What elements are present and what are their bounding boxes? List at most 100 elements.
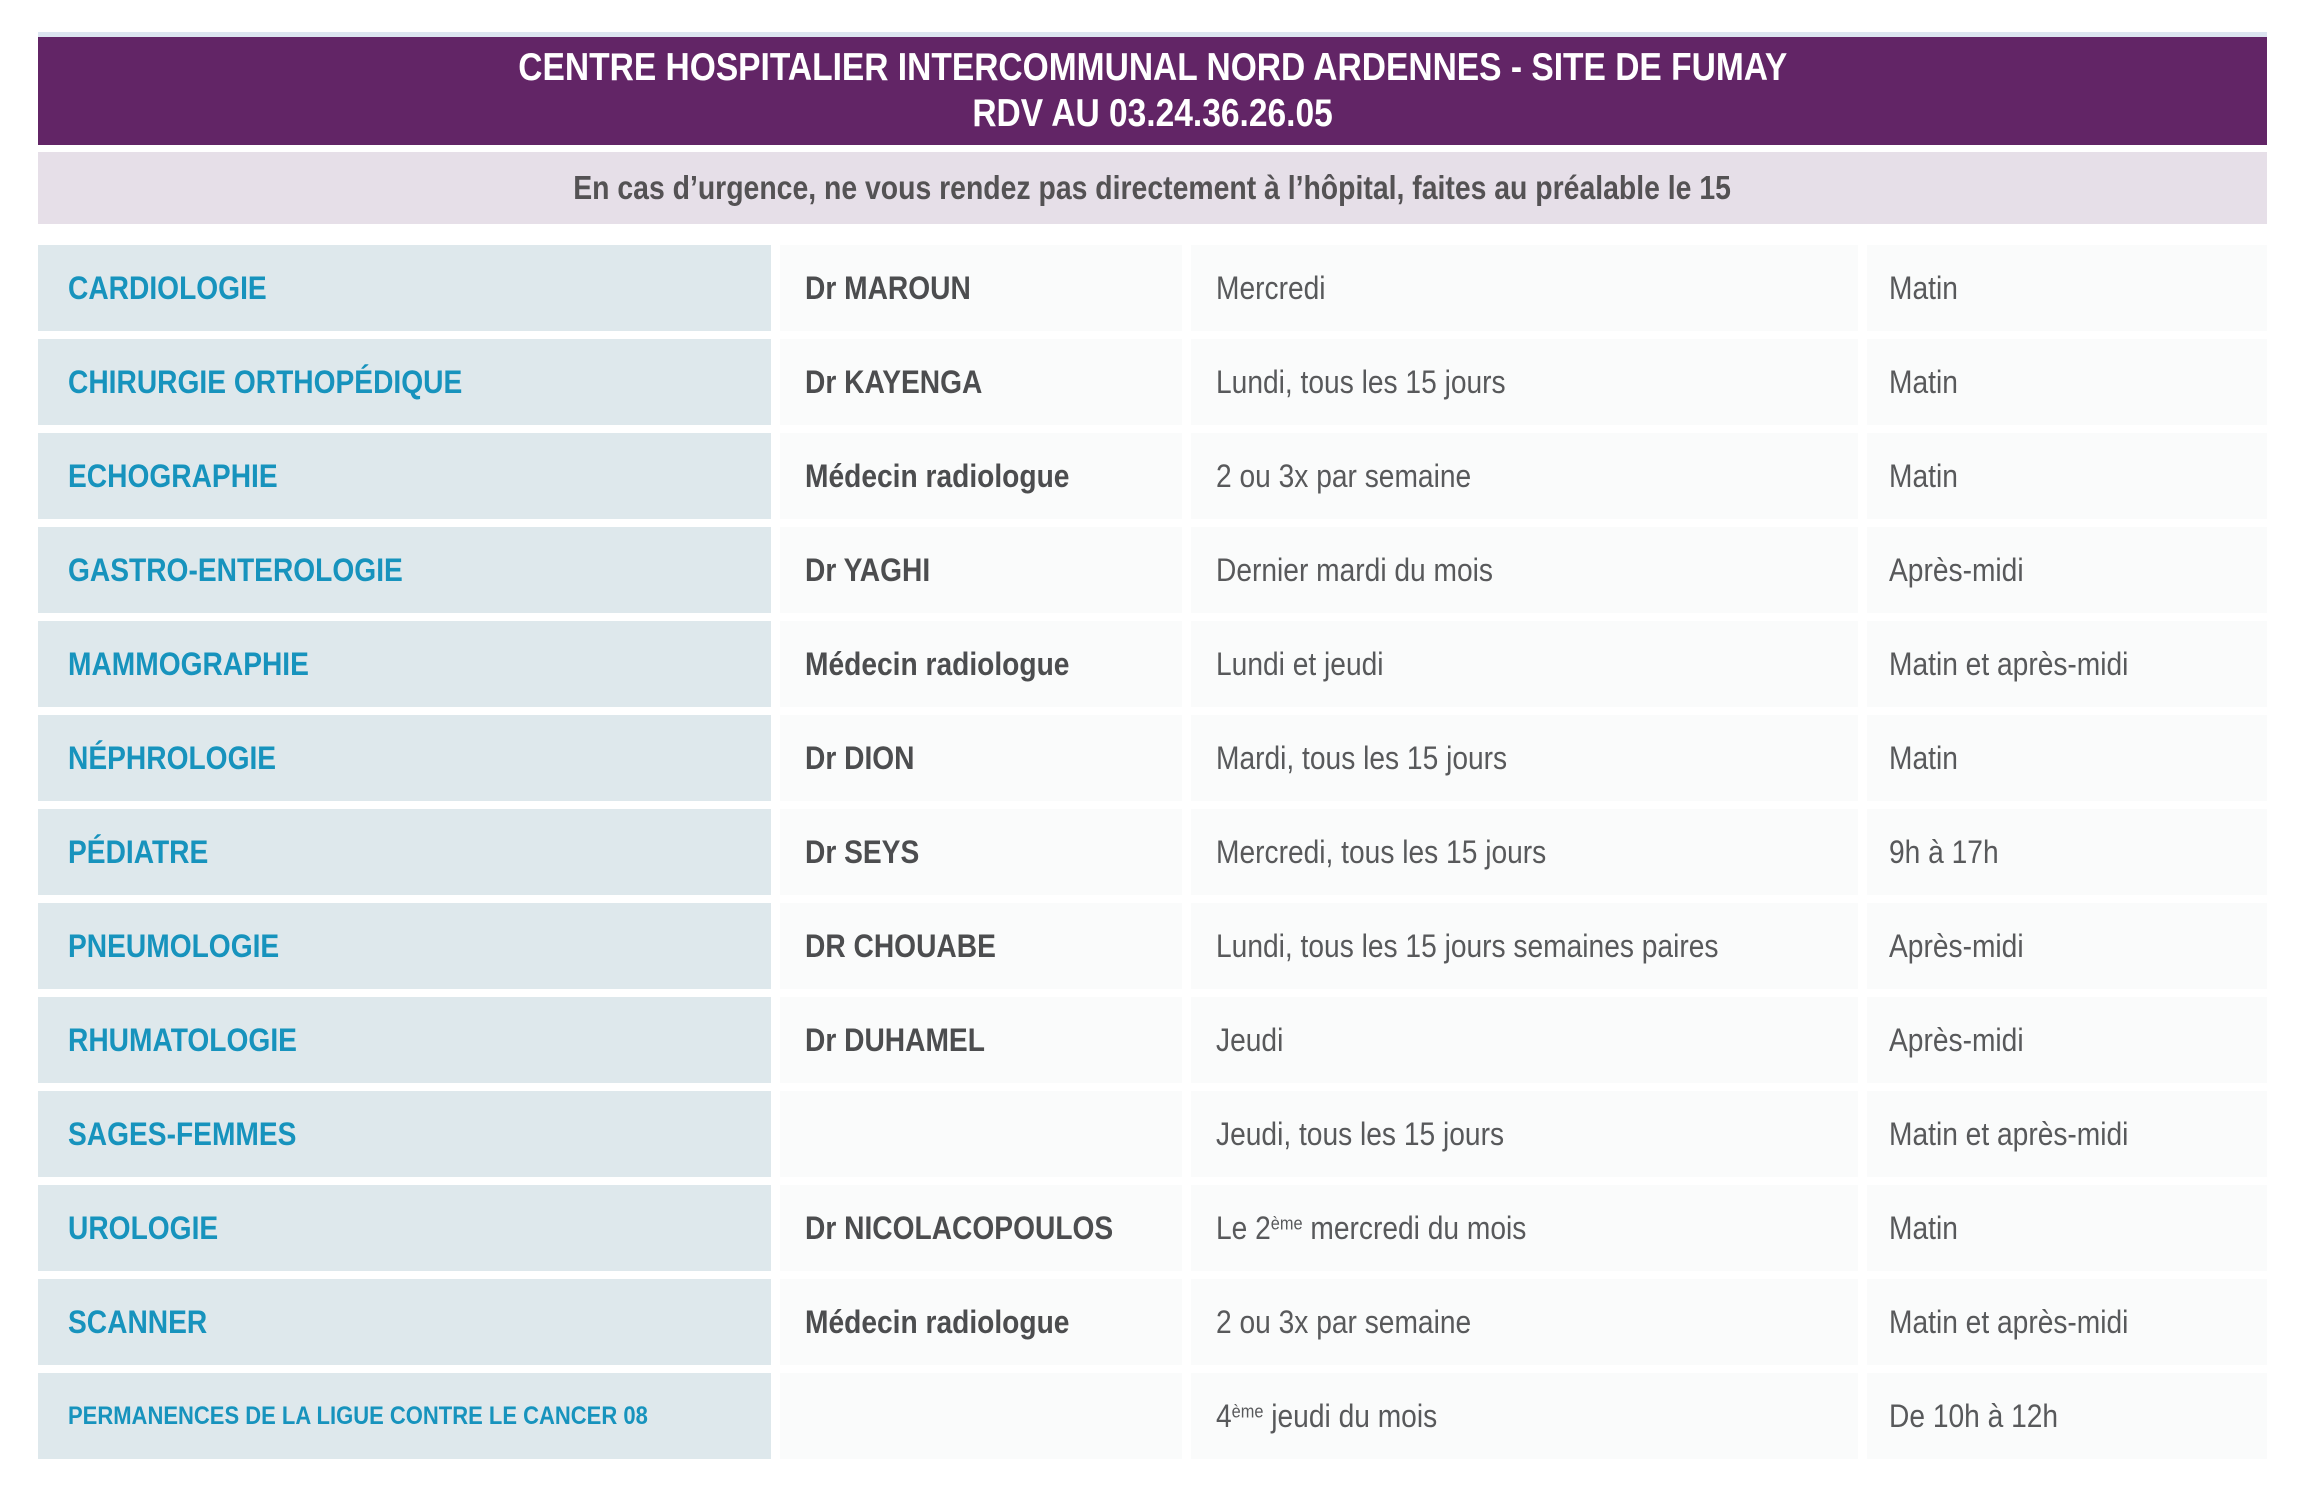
top-edge-strip [38, 32, 2267, 37]
doctor-cell: DR CHOUABE [780, 903, 1182, 989]
time-cell: Matin [1867, 433, 2267, 519]
schedule-label: 2 ou 3x par semaine [1216, 457, 1472, 494]
schedule-cell: 2 ou 3x par semaine [1191, 433, 1858, 519]
schedule-label: Le 2ème mercredi du mois [1216, 1210, 1526, 1247]
schedule-label: Jeudi, tous les 15 jours [1216, 1115, 1505, 1152]
specialty-label: PNEUMOLOGIE [68, 927, 280, 964]
time-label: Matin [1889, 363, 1958, 400]
hospital-schedule-sheet: CENTRE HOSPITALIER INTERCOMMUNAL NORD AR… [38, 32, 2267, 1459]
time-label: Matin [1889, 457, 1958, 494]
time-cell: Matin et après-midi [1867, 1091, 2267, 1177]
schedule-label: Jeudi [1216, 1021, 1284, 1058]
time-label: Matin [1889, 269, 1958, 306]
specialty-label: SAGES-FEMMES [68, 1115, 297, 1152]
time-cell: 9h à 17h [1867, 809, 2267, 895]
hospital-header: CENTRE HOSPITALIER INTERCOMMUNAL NORD AR… [38, 37, 2267, 145]
schedule-cell: Dernier mardi du mois [1191, 527, 1858, 613]
header-title-line2: RDV AU 03.24.36.26.05 [38, 91, 2267, 137]
specialty-cell: SAGES-FEMMES [38, 1091, 771, 1177]
time-cell: Après-midi [1867, 997, 2267, 1083]
doctor-cell: Dr KAYENGA [780, 339, 1182, 425]
header-title-line2-text: RDV AU 03.24.36.26.05 [972, 92, 1333, 135]
specialty-label: CARDIOLOGIE [68, 269, 267, 306]
schedule-label: Mardi, tous les 15 jours [1216, 739, 1508, 776]
doctor-label: Dr KAYENGA [805, 363, 983, 400]
doctor-label: Dr MAROUN [805, 269, 971, 306]
time-cell: Matin [1867, 339, 2267, 425]
doctor-cell: Médecin radiologue [780, 621, 1182, 707]
doctor-cell: Dr DUHAMEL [780, 997, 1182, 1083]
specialty-cell: CARDIOLOGIE [38, 245, 771, 331]
doctor-cell [780, 1373, 1182, 1459]
doctor-cell: Médecin radiologue [780, 1279, 1182, 1365]
doctor-label: Médecin radiologue [805, 1303, 1070, 1340]
doctor-cell: Dr NICOLACOPOULOS [780, 1185, 1182, 1271]
doctor-label: Dr DUHAMEL [805, 1021, 985, 1058]
specialty-label: NÉPHROLOGIE [68, 739, 277, 776]
schedule-ordinal-suffix: ème [1270, 1212, 1303, 1234]
schedule-cell: Lundi, tous les 15 jours [1191, 339, 1858, 425]
schedule-cell: Mardi, tous les 15 jours [1191, 715, 1858, 801]
doctor-label: Dr YAGHI [805, 551, 931, 588]
specialty-cell: CHIRURGIE ORTHOPÉDIQUE [38, 339, 771, 425]
time-cell: Matin [1867, 245, 2267, 331]
time-cell: De 10h à 12h [1867, 1373, 2267, 1459]
time-cell: Matin [1867, 1185, 2267, 1271]
specialty-cell: PNEUMOLOGIE [38, 903, 771, 989]
schedule-label: Mercredi [1216, 269, 1326, 306]
specialty-cell: GASTRO-ENTEROLOGIE [38, 527, 771, 613]
doctor-cell: Dr SEYS [780, 809, 1182, 895]
specialty-label: CHIRURGIE ORTHOPÉDIQUE [68, 363, 463, 400]
emergency-notice: En cas d’urgence, ne vous rendez pas dir… [38, 152, 2267, 224]
doctor-label: DR CHOUABE [805, 927, 996, 964]
doctor-cell: Dr YAGHI [780, 527, 1182, 613]
specialty-cell: NÉPHROLOGIE [38, 715, 771, 801]
doctor-label: Médecin radiologue [805, 457, 1070, 494]
schedule-label: Lundi et jeudi [1216, 645, 1384, 682]
schedule-text-post: mercredi du mois [1302, 1209, 1527, 1246]
specialty-cell: PERMANENCES DE LA LIGUE CONTRE LE CANCER… [38, 1373, 771, 1459]
time-cell: Après-midi [1867, 527, 2267, 613]
time-cell: Matin [1867, 715, 2267, 801]
schedule-cell: Mercredi [1191, 245, 1858, 331]
schedule-cell: Mercredi, tous les 15 jours [1191, 809, 1858, 895]
schedule-ordinal-suffix: ème [1231, 1400, 1264, 1422]
time-cell: Après-midi [1867, 903, 2267, 989]
schedule-text-pre: Le 2 [1216, 1209, 1271, 1246]
time-label: Après-midi [1889, 1021, 2024, 1058]
schedule-label: 4ème jeudi du mois [1216, 1398, 1437, 1435]
specialty-label: SCANNER [68, 1303, 208, 1340]
specialty-label: GASTRO-ENTEROLOGIE [68, 551, 403, 588]
specialty-label: MAMMOGRAPHIE [68, 645, 309, 682]
specialty-cell: RHUMATOLOGIE [38, 997, 771, 1083]
time-cell: Matin et après-midi [1867, 1279, 2267, 1365]
time-label: Après-midi [1889, 551, 2024, 588]
specialty-cell: SCANNER [38, 1279, 771, 1365]
time-label: Matin et après-midi [1889, 1303, 2129, 1340]
schedule-label: Lundi, tous les 15 jours semaines paires [1216, 927, 1719, 964]
header-title-line1: CENTRE HOSPITALIER INTERCOMMUNAL NORD AR… [38, 45, 2267, 91]
doctor-label: Dr SEYS [805, 833, 920, 870]
specialty-label: PERMANENCES DE LA LIGUE CONTRE LE CANCER… [68, 1401, 648, 1430]
schedule-table: CARDIOLOGIE Dr MAROUN Mercredi Matin CHI… [38, 245, 2267, 1459]
specialty-cell: MAMMOGRAPHIE [38, 621, 771, 707]
doctor-cell: Dr MAROUN [780, 245, 1182, 331]
time-label: De 10h à 12h [1889, 1397, 2059, 1434]
time-label: Après-midi [1889, 927, 2024, 964]
schedule-label: Dernier mardi du mois [1216, 551, 1493, 588]
specialty-label: RHUMATOLOGIE [68, 1021, 297, 1058]
schedule-cell: 4ème jeudi du mois [1191, 1373, 1858, 1459]
emergency-notice-text: En cas d’urgence, ne vous rendez pas dir… [573, 169, 1732, 206]
doctor-cell [780, 1091, 1182, 1177]
schedule-cell: Jeudi [1191, 997, 1858, 1083]
time-cell: Matin et après-midi [1867, 621, 2267, 707]
schedule-text-post: jeudi du mois [1263, 1397, 1438, 1434]
schedule-text-pre: 4 [1216, 1397, 1232, 1434]
schedule-cell: Jeudi, tous les 15 jours [1191, 1091, 1858, 1177]
doctor-cell: Dr DION [780, 715, 1182, 801]
schedule-cell: Lundi et jeudi [1191, 621, 1858, 707]
schedule-cell: Lundi, tous les 15 jours semaines paires [1191, 903, 1858, 989]
schedule-label: Lundi, tous les 15 jours [1216, 363, 1506, 400]
schedule-label: 2 ou 3x par semaine [1216, 1303, 1472, 1340]
